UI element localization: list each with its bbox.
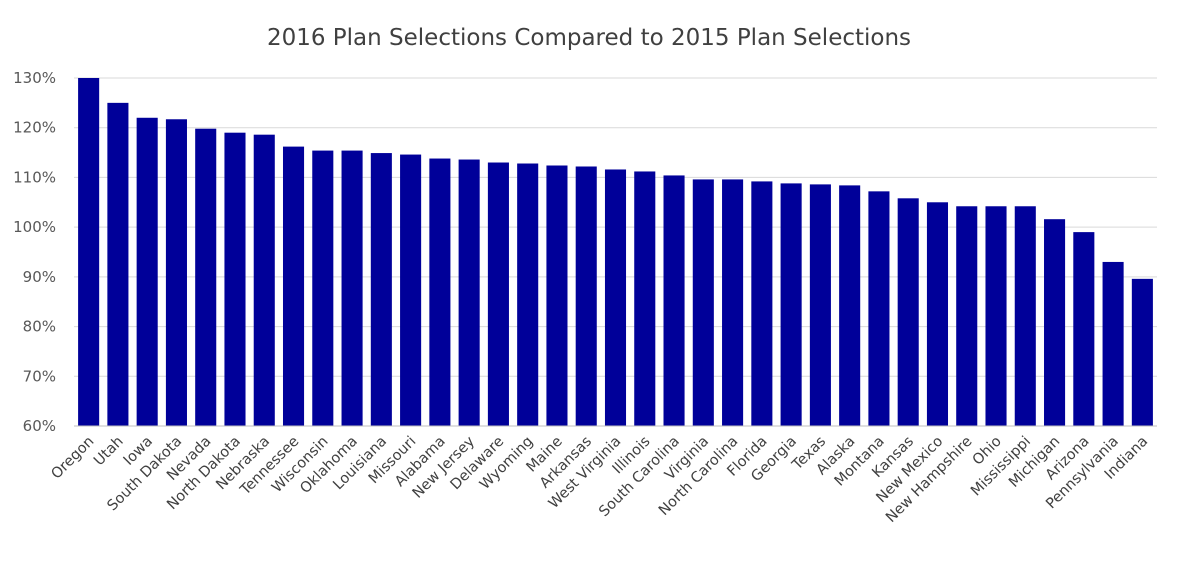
bar-wisconsin bbox=[312, 150, 334, 426]
y-tick-label: 130% bbox=[13, 69, 56, 87]
bar-arkansas bbox=[575, 166, 597, 426]
bar-alabama bbox=[429, 158, 451, 426]
bar-kansas bbox=[897, 198, 919, 426]
y-tick-label: 70% bbox=[23, 367, 56, 385]
bar-new-mexico bbox=[926, 202, 949, 426]
bar-texas bbox=[809, 184, 831, 426]
bar-utah bbox=[107, 102, 129, 426]
bar-nevada bbox=[195, 128, 217, 427]
bar-montana bbox=[868, 191, 890, 426]
y-tick-label: 60% bbox=[23, 417, 56, 435]
bar-oklahoma bbox=[341, 150, 363, 426]
bar-ohio bbox=[985, 206, 1007, 426]
x-tick-label: Utah bbox=[91, 434, 127, 470]
bar-south-carolina bbox=[663, 175, 685, 426]
bar-delaware bbox=[487, 162, 509, 426]
bar-florida bbox=[751, 181, 773, 426]
chart-title: 2016 Plan Selections Compared to 2015 Pl… bbox=[267, 25, 911, 51]
y-tick-label: 80% bbox=[23, 318, 56, 336]
bar-oregon bbox=[78, 78, 100, 426]
bar-north-carolina bbox=[722, 179, 744, 426]
bar-arizona bbox=[1073, 232, 1095, 426]
bar-georgia bbox=[780, 183, 802, 426]
y-tick-label: 110% bbox=[13, 168, 56, 186]
bar-virginia bbox=[692, 179, 714, 426]
bar-maine bbox=[546, 165, 568, 427]
bar-iowa bbox=[136, 117, 158, 427]
bar-alaska bbox=[839, 185, 861, 426]
bar-south-dakota bbox=[165, 119, 187, 427]
y-tick-label: 100% bbox=[13, 218, 56, 236]
bar-new-hampshire bbox=[956, 206, 978, 426]
bar-michigan bbox=[1044, 219, 1066, 426]
bars bbox=[78, 78, 1153, 427]
bar-west-virginia bbox=[604, 169, 627, 426]
y-tick-label: 120% bbox=[13, 119, 56, 137]
bar-mississippi bbox=[1014, 206, 1036, 426]
bar-wyoming bbox=[517, 163, 539, 426]
bar-missouri bbox=[400, 154, 422, 426]
y-axis-tick-labels: 60% 70% 80% 90% 100% 110% 120% 130% bbox=[13, 69, 56, 435]
bar-nebraska bbox=[253, 134, 275, 426]
bar-louisiana bbox=[370, 153, 392, 426]
bar-illinois bbox=[634, 171, 656, 426]
y-tick-label: 90% bbox=[23, 268, 56, 286]
bar-tennessee bbox=[282, 146, 305, 426]
bar-pennsylvania bbox=[1102, 261, 1124, 426]
bar-new-jersey bbox=[458, 159, 480, 426]
bar-indiana bbox=[1131, 278, 1153, 426]
bar-north-dakota bbox=[224, 132, 246, 426]
